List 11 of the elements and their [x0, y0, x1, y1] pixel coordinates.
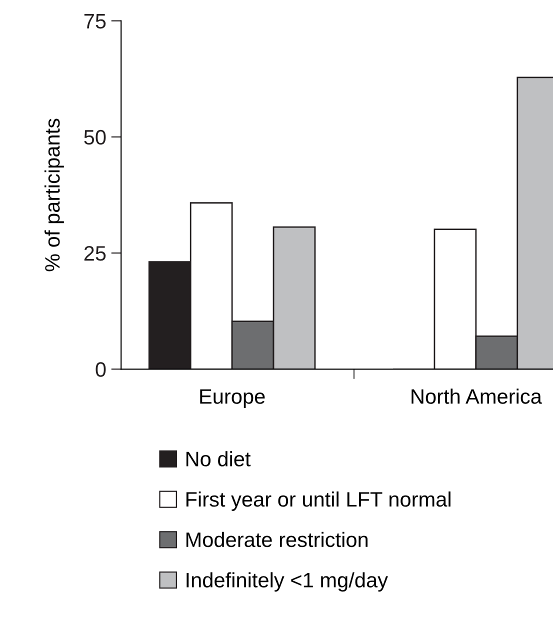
y-tick-label: 25	[84, 246, 106, 261]
legend-label: No diet	[186, 451, 251, 466]
y-tick-label: 50	[84, 130, 106, 145]
x-tick-label: Europe	[200, 389, 265, 408]
y-axis-title: % of participants	[44, 118, 64, 272]
y-tick-label: 75	[84, 14, 106, 29]
legend-label: Indefinitely <1 mg/day	[186, 572, 388, 592]
legend-label: Moderate restriction	[186, 532, 368, 548]
y-tick-label: 0	[96, 362, 106, 377]
legend-label: First year or until LFT normal	[186, 491, 450, 511]
x-tick-label: North America	[412, 388, 542, 404]
